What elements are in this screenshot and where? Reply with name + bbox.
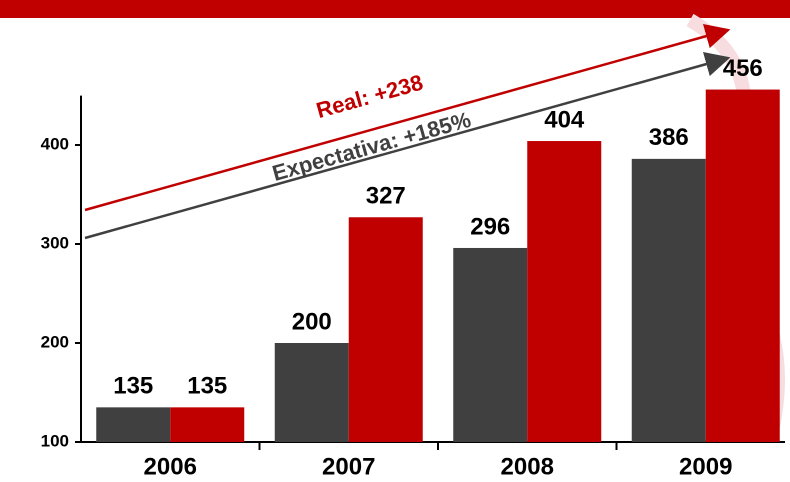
- y-tick-label: 200: [41, 332, 69, 351]
- value-label: 296: [470, 213, 510, 240]
- bar: [527, 141, 602, 443]
- value-label: 404: [544, 106, 585, 133]
- header-band: [0, 0, 790, 18]
- bar: [631, 158, 706, 443]
- value-label: 135: [187, 373, 227, 400]
- x-tick-label: 2006: [144, 453, 197, 480]
- value-label: 327: [366, 183, 406, 210]
- y-tick-label: 100: [41, 431, 69, 450]
- annotation: Real: +238: [313, 70, 425, 124]
- value-label: 456: [723, 55, 763, 82]
- value-label: 135: [113, 373, 153, 400]
- trend-arrow: [84, 24, 731, 212]
- x-tick-label: 2007: [322, 453, 375, 480]
- x-tick-label: 2008: [501, 453, 554, 480]
- bar: [170, 407, 245, 442]
- x-tick-label: 2009: [679, 453, 732, 480]
- y-tick-label: 300: [41, 233, 69, 252]
- value-label: 200: [292, 308, 332, 335]
- bar: [274, 343, 349, 442]
- bar: [96, 407, 171, 442]
- annotation: Expectativa: +185%: [270, 107, 474, 186]
- bar: [705, 89, 780, 442]
- y-tick-label: 400: [41, 134, 69, 153]
- bar: [348, 217, 423, 442]
- value-label: 386: [649, 124, 689, 151]
- bar: [453, 247, 528, 442]
- trend-arrow: [84, 52, 731, 240]
